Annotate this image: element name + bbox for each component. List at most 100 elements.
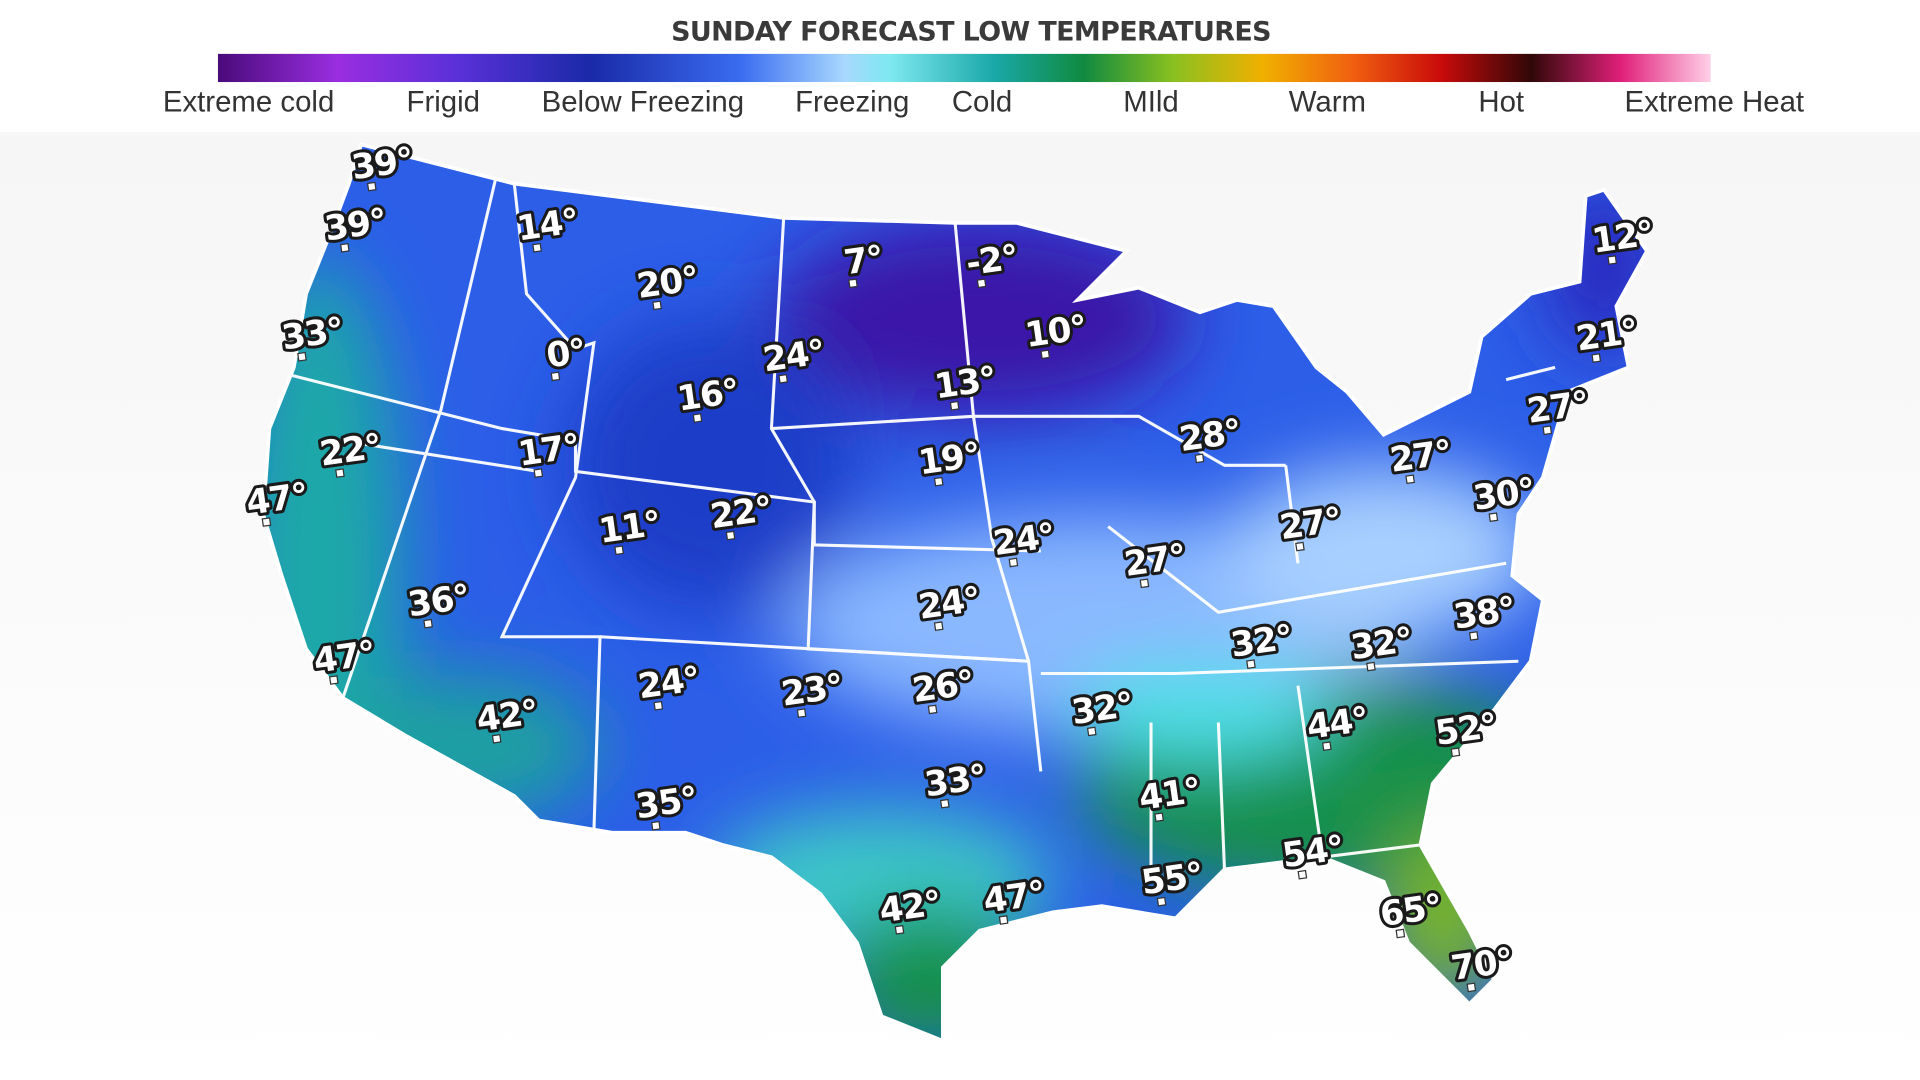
temp-label: 41° xyxy=(1136,771,1202,819)
temp-label: 47° xyxy=(311,633,377,681)
station-dot xyxy=(1450,747,1461,758)
legend-label: Freezing xyxy=(795,85,909,118)
station-dot xyxy=(848,278,858,289)
station-dot xyxy=(532,242,542,253)
temp-label: 24° xyxy=(636,659,702,707)
temp-label: 17° xyxy=(516,427,582,475)
temp-label: 65° xyxy=(1378,887,1444,935)
station-dot xyxy=(778,373,789,384)
legend: Extreme cold Frigid Below Freezing Freezing… xyxy=(163,85,1804,118)
temp-label: 32° xyxy=(1348,620,1414,668)
station-dot xyxy=(550,371,561,382)
temp-label: 28° xyxy=(1177,412,1243,460)
legend-label: MIld xyxy=(1123,85,1179,118)
temp-marker: 44° xyxy=(1301,697,1373,751)
temp-marker: 17° xyxy=(513,423,585,478)
station-dot xyxy=(653,700,664,711)
temp-label: 21° xyxy=(1574,311,1640,359)
station-dot xyxy=(1040,349,1051,360)
temp-label: 10° xyxy=(1023,308,1089,356)
station-dot xyxy=(1246,659,1256,669)
station-dot xyxy=(1086,726,1097,737)
temp-label: 32° xyxy=(1228,618,1294,666)
temp-label: 47° xyxy=(244,476,310,524)
station-dot xyxy=(1295,541,1305,552)
temp-label: 33° xyxy=(922,757,988,805)
temp-label: 27° xyxy=(1122,537,1188,585)
temp-label: 19° xyxy=(916,435,982,483)
temp-label: 13° xyxy=(932,359,998,407)
legend-label: Warm xyxy=(1289,85,1366,118)
temp-label: 36° xyxy=(405,577,471,625)
temp-marker: 32° xyxy=(1225,615,1298,669)
legend-label: Frigid xyxy=(407,85,480,118)
temperature-labels: 39° 39° 14° 20° 7° -2° 12° 33° 0° 24° 10° 21° 16° 13°… xyxy=(241,137,1659,993)
temp-label: 44° xyxy=(1304,700,1370,748)
temp-label: 12° xyxy=(1590,213,1656,261)
temp-marker: 42° xyxy=(471,689,543,744)
temp-label: 22° xyxy=(317,427,383,475)
station-dot xyxy=(939,798,950,809)
station-dot xyxy=(933,621,944,631)
station-dot xyxy=(1366,661,1376,672)
legend-label: Hot xyxy=(1478,85,1524,118)
station-dot xyxy=(533,468,544,478)
temp-label: 33° xyxy=(279,310,345,358)
station-dot xyxy=(976,278,987,289)
station-dot xyxy=(1194,453,1205,464)
temp-marker: 27° xyxy=(1274,497,1347,552)
temp-marker: 41° xyxy=(1133,768,1206,823)
temp-label: 16° xyxy=(675,371,741,419)
station-dot xyxy=(933,476,944,487)
temp-label: 39° xyxy=(349,140,415,188)
station-dot xyxy=(894,924,905,935)
temp-label: 27° xyxy=(1277,500,1343,548)
temp-label: 55° xyxy=(1139,855,1205,903)
temp-marker: 7° xyxy=(839,235,888,289)
temp-label: 27° xyxy=(1388,433,1454,481)
station-dot xyxy=(1395,928,1406,939)
temp-marker: 39° xyxy=(346,137,418,192)
station-dot xyxy=(692,413,703,423)
station-dot xyxy=(328,675,339,685)
station-dot xyxy=(614,545,624,556)
title: SUNDAY FORECAST LOW TEMPERATURES xyxy=(671,16,1271,47)
temp-label: 24° xyxy=(991,516,1057,564)
temp-marker: 30° xyxy=(1468,468,1540,523)
station-dot xyxy=(1466,982,1477,993)
station-dot xyxy=(1542,425,1553,436)
temp-label: 42° xyxy=(877,883,943,931)
temp-label: 22° xyxy=(708,489,774,537)
station-dot xyxy=(949,400,960,411)
temp-label: 26° xyxy=(910,663,976,711)
station-dot xyxy=(297,351,307,362)
temp-label: 30° xyxy=(1471,471,1537,519)
station-dot xyxy=(1488,512,1499,523)
temp-label: -2° xyxy=(964,237,1021,284)
temp-marker: 32° xyxy=(1066,682,1138,737)
temp-label: 24° xyxy=(916,580,982,628)
station-dot xyxy=(725,530,736,541)
temp-label: 39° xyxy=(322,201,388,249)
station-dot xyxy=(423,618,433,629)
station-dot xyxy=(1008,557,1019,568)
legend-label: Cold xyxy=(952,85,1012,118)
temp-label: 70° xyxy=(1449,941,1515,989)
station-dot xyxy=(1322,741,1332,751)
temp-label: 11° xyxy=(596,504,662,552)
station-dot xyxy=(335,468,345,478)
legend-label: Extreme Heat xyxy=(1624,85,1804,118)
temp-label: 35° xyxy=(633,779,699,827)
station-dot xyxy=(651,820,661,831)
legend-label: Extreme cold xyxy=(163,85,334,118)
station-dot xyxy=(1139,578,1150,589)
temp-marker: 16° xyxy=(672,368,744,423)
station-dot xyxy=(1156,896,1167,907)
station-dot xyxy=(1297,869,1308,880)
station-dot xyxy=(652,300,662,311)
temp-label: 7° xyxy=(842,238,886,283)
station-dot xyxy=(1405,474,1415,485)
temp-label: 52° xyxy=(1433,706,1499,754)
temp-label: 23° xyxy=(779,667,845,715)
